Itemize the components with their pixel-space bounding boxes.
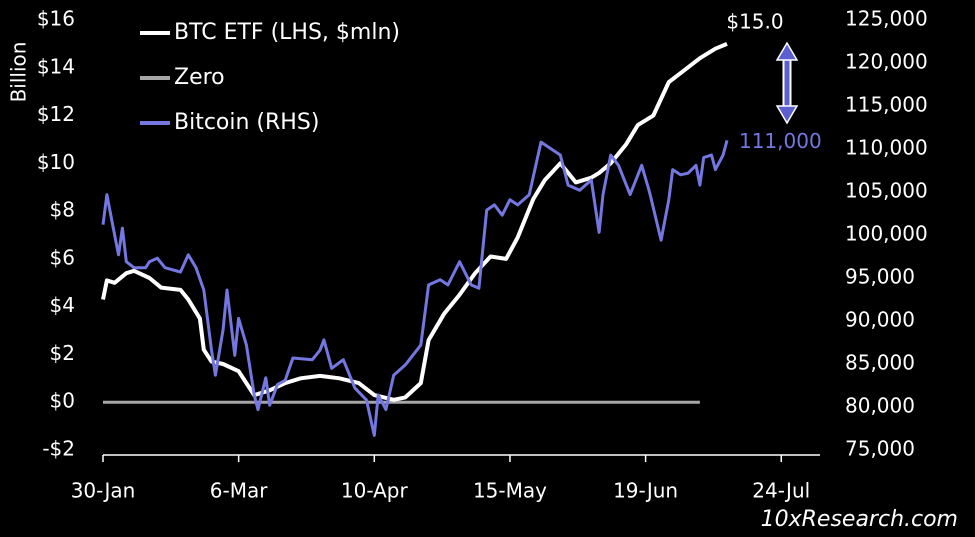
y-tick-label: $14 (37, 54, 75, 78)
legend-label: BTC ETF (LHS, $mln) (174, 20, 400, 45)
y-tick-label: $10 (37, 150, 75, 174)
arrow-head-up (775, 41, 799, 61)
y-tick-label: $12 (37, 102, 75, 126)
y-tick-label: -$2 (42, 437, 75, 461)
y2-tick-label: 125,000 (845, 7, 928, 31)
y2-tick-label: 115,000 (845, 93, 928, 117)
y-tick-label: $2 (50, 341, 75, 365)
y2-tick-label: 75,000 (845, 437, 915, 461)
watermark: 10xResearch.com (761, 507, 958, 532)
y-tick-label: $0 (50, 389, 75, 413)
x-tick-label: 24-Jul (752, 479, 810, 503)
x-tick-label: 30-Jan (71, 479, 136, 503)
x-tick-label: 15-May (473, 479, 547, 503)
y2-tick-label: 120,000 (845, 50, 928, 74)
annotation: $15.0 (726, 9, 783, 33)
legend-label: Zero (174, 65, 225, 90)
y2-tick-label: 105,000 (845, 179, 928, 203)
y2-tick-label: 110,000 (845, 136, 928, 160)
y-tick-label: $4 (50, 293, 75, 317)
double-arrow (775, 41, 799, 125)
x-tick-label: 6-Mar (210, 479, 268, 503)
y2-tick-label: 95,000 (845, 265, 915, 289)
y2-tick-label: 90,000 (845, 308, 915, 332)
y-tick-label: $8 (50, 198, 75, 222)
arrow-head-down (775, 105, 799, 125)
y2-tick-label: 100,000 (845, 222, 928, 246)
x-tick-label: 19-Jun (613, 479, 678, 503)
x-tick-label: 10-Apr (341, 479, 409, 503)
annotation: 111,000 (739, 129, 822, 153)
legend-label: Bitcoin (RHS) (174, 110, 319, 135)
y2-tick-label: 80,000 (845, 394, 915, 418)
y-tick-label: $16 (37, 7, 75, 31)
series-line (101, 140, 729, 437)
y2-tick-label: 85,000 (845, 351, 915, 375)
y-axis-label: Billion (7, 42, 31, 103)
series-line (101, 42, 728, 402)
y-tick-label: $6 (50, 245, 75, 269)
